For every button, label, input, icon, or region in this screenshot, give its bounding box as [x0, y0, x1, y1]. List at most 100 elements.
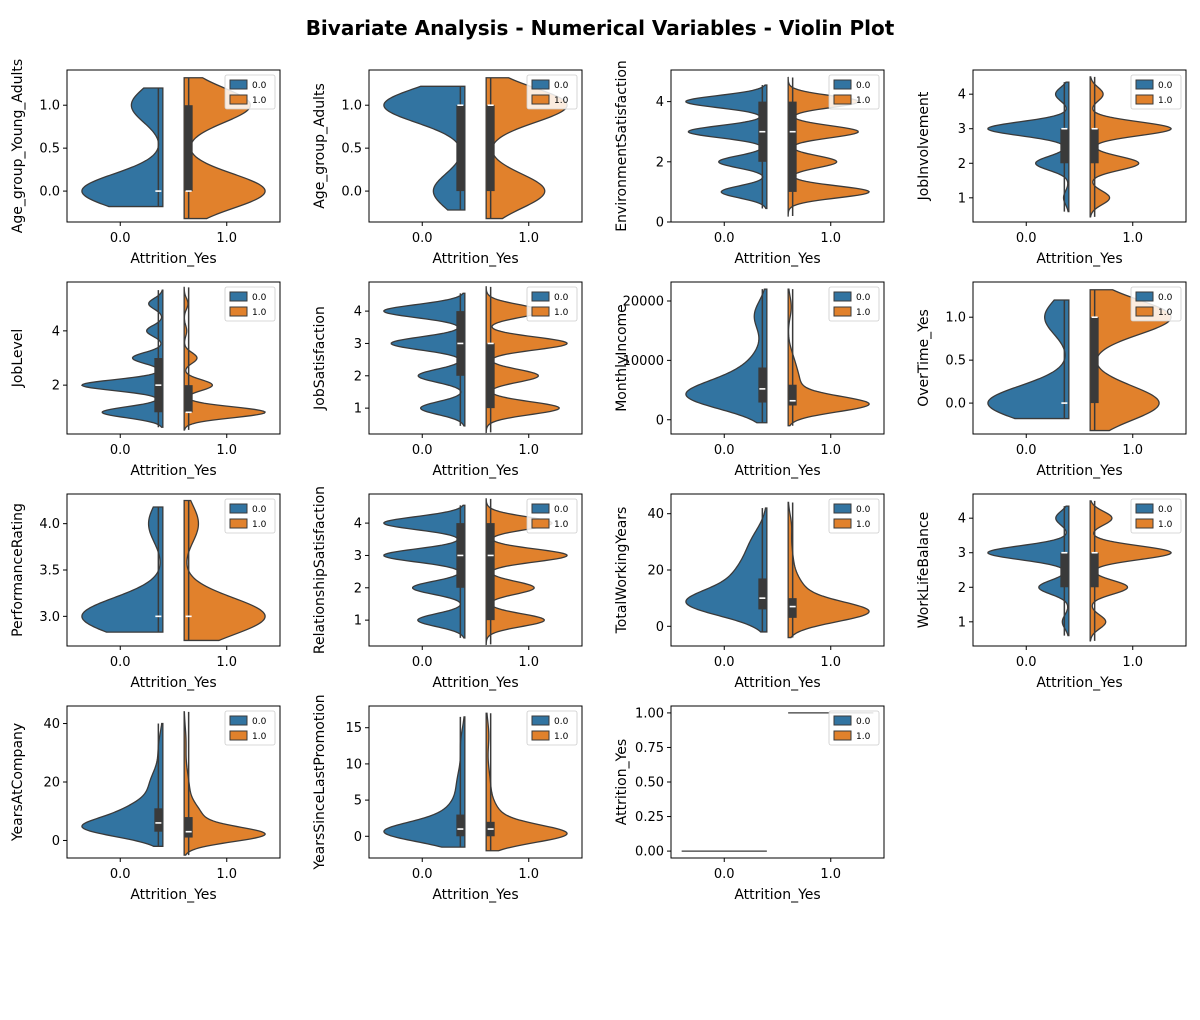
- y-tick-label: 1.0: [39, 99, 60, 114]
- y-axis-label: YearsAtCompany: [10, 723, 26, 842]
- violin-half-0: [987, 81, 1070, 213]
- x-tick-label: 1.0: [820, 867, 841, 882]
- x-axis-label: Attrition_Yes: [1036, 251, 1122, 267]
- x-tick-label: 1.0: [820, 443, 841, 458]
- axes-frame: [368, 705, 583, 859]
- y-tick-label: 4: [958, 512, 966, 527]
- y-tick-label: 10000: [623, 354, 664, 369]
- legend-swatch-0: [1135, 503, 1154, 514]
- x-tick-label: 0.0: [110, 655, 131, 670]
- plot-area: [987, 289, 1172, 432]
- violin-half-0: [81, 722, 164, 847]
- legend-label-0: 0.0: [856, 81, 871, 91]
- legend-swatch-1: [833, 518, 852, 529]
- y-tick-label: 2: [354, 581, 362, 596]
- y-tick-label: 1.0: [945, 311, 966, 326]
- iqr-box-0: [1060, 128, 1069, 164]
- iqr-box-0: [758, 367, 767, 403]
- legend-label-1: 1.0: [856, 732, 871, 742]
- legend-swatch-1: [833, 306, 852, 317]
- y-tick-label: 2: [52, 379, 60, 394]
- legend-swatch-0: [833, 291, 852, 302]
- y-tick-label: 0.5: [945, 354, 966, 369]
- y-tick-label: 4.0: [39, 517, 60, 532]
- legend-swatch-1: [833, 730, 852, 741]
- x-axis-label: Attrition_Yes: [1036, 675, 1122, 691]
- axes-frame: [670, 281, 885, 435]
- x-axis-label: Attrition_Yes: [734, 675, 820, 691]
- y-axis-label: EnvironmentSatisfaction: [614, 60, 630, 232]
- legend-swatch-0: [531, 715, 550, 726]
- legend-swatch-1: [531, 306, 550, 317]
- y-tick-label: 3: [354, 549, 362, 564]
- legend-swatch-0: [833, 503, 852, 514]
- iqr-box-1: [486, 105, 495, 192]
- x-tick-label: 0.0: [714, 231, 735, 246]
- y-tick-label: 4: [656, 95, 664, 110]
- legend-swatch-1: [833, 94, 852, 105]
- y-tick-label: 0: [656, 216, 664, 231]
- iqr-box-0: [456, 814, 465, 837]
- legend-label-0: 0.0: [1158, 293, 1173, 303]
- legend-label-1: 1.0: [554, 308, 569, 318]
- y-tick-label: 1: [354, 402, 362, 417]
- legend-label-0: 0.0: [554, 293, 569, 303]
- x-tick-label: 1.0: [518, 655, 539, 670]
- y-axis-label: JobLevel: [10, 329, 26, 389]
- y-tick-label: 3: [958, 122, 966, 137]
- x-axis-label: Attrition_Yes: [130, 463, 216, 479]
- iqr-box-1: [184, 385, 193, 413]
- legend-swatch-0: [229, 291, 248, 302]
- iqr-box-0: [758, 578, 767, 610]
- y-tick-label: 20: [647, 564, 664, 579]
- y-axis-label: TotalWorkingYears: [614, 507, 630, 635]
- page-title: Bivariate Analysis - Numerical Variables…: [305, 16, 895, 40]
- legend-label-1: 1.0: [856, 308, 871, 318]
- legend-swatch-0: [1135, 291, 1154, 302]
- y-axis-label: OverTime_Yes: [916, 309, 932, 407]
- x-axis-label: Attrition_Yes: [130, 887, 216, 903]
- y-tick-label: 0.5: [341, 142, 362, 157]
- legend-swatch-0: [531, 79, 550, 90]
- violin-half-1: [183, 286, 267, 431]
- x-tick-label: 0.0: [714, 655, 735, 670]
- legend-swatch-1: [531, 94, 550, 105]
- y-tick-label: 5: [354, 794, 362, 809]
- legend-swatch-0: [229, 503, 248, 514]
- y-axis-label: WorkLifeBalance: [916, 512, 932, 629]
- legend-label-0: 0.0: [1158, 505, 1173, 515]
- y-tick-label: 1: [958, 191, 966, 206]
- iqr-box-0: [154, 808, 163, 832]
- y-tick-label: 2: [958, 581, 966, 596]
- legend-label-1: 1.0: [856, 520, 871, 530]
- legend-swatch-0: [229, 79, 248, 90]
- violin-half-0: [81, 87, 164, 208]
- y-tick-label: 0.5: [39, 142, 60, 157]
- legend-label-0: 0.0: [856, 717, 871, 727]
- legend-label-0: 0.0: [856, 293, 871, 303]
- legend-swatch-1: [1135, 518, 1154, 529]
- y-tick-label: 0: [52, 834, 60, 849]
- legend-swatch-0: [1135, 79, 1154, 90]
- axes-frame: [670, 69, 885, 223]
- plot-area: [80, 286, 267, 431]
- x-axis-label: Attrition_Yes: [432, 251, 518, 267]
- legend-label-1: 1.0: [554, 520, 569, 530]
- legend-label-0: 0.0: [252, 505, 267, 515]
- iqr-box-1: [184, 817, 193, 838]
- y-tick-label: 4: [958, 88, 966, 103]
- iqr-box-1: [486, 343, 495, 409]
- x-tick-label: 0.0: [110, 443, 131, 458]
- legend-label-0: 0.0: [1158, 81, 1173, 91]
- legend-swatch-0: [531, 291, 550, 302]
- legend-swatch-1: [229, 730, 248, 741]
- y-tick-label: 3: [958, 546, 966, 561]
- y-tick-label: 1.0: [341, 99, 362, 114]
- violin-half-0: [383, 716, 466, 848]
- x-tick-label: 1.0: [820, 231, 841, 246]
- x-tick-label: 0.0: [110, 231, 131, 246]
- axes-frame: [972, 69, 1187, 223]
- legend-label-0: 0.0: [554, 717, 569, 727]
